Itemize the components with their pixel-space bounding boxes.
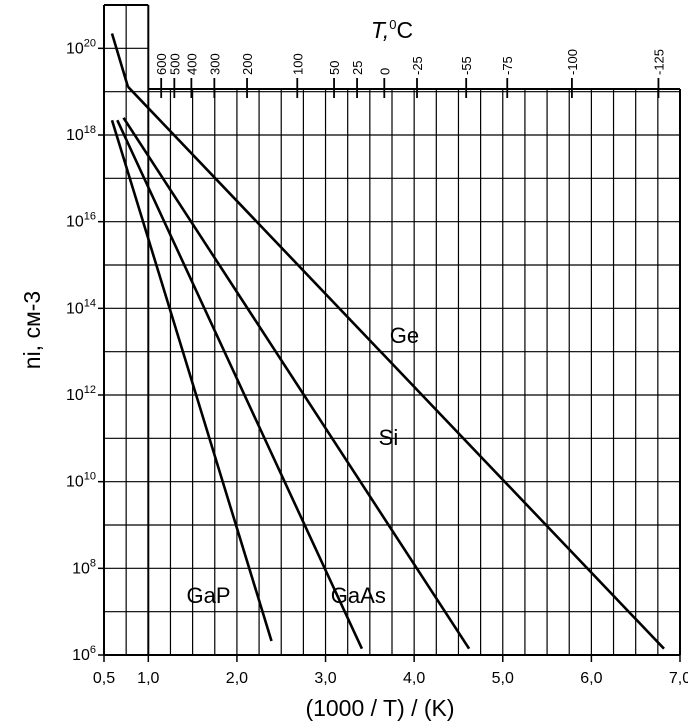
y-tick-label: 1010 [66,471,96,491]
x-tick-label: 7,0 [669,670,688,687]
annotation-ge: Ge [390,323,419,348]
top-axis-title: T,0C [371,17,413,43]
top-axis-tick-label: -55 [459,56,474,75]
series-line-gaas [116,119,364,650]
x-tick-label: 4,0 [403,670,425,687]
top-axis-tick-label: 50 [327,61,342,75]
y-tick-label: 1012 [66,384,96,404]
y-axis-ticks: 106 108 1010 1012 1014 1016 1018 1020 [66,37,104,664]
x-tick-label: 6,0 [580,670,602,687]
y-tick-label: 1016 [66,211,96,231]
top-axis-tick-label: 600 [154,53,169,75]
annotation-gap: GaP [187,583,231,608]
series-lines [110,33,665,650]
y-tick-label: 1018 [66,124,96,144]
series-line-gap [110,119,273,642]
y-tick-label: 1014 [66,297,96,317]
series-annotations: Ge Si GaAs GaP [187,323,420,608]
annotation-gaas: GaAs [331,583,386,608]
top-axis-tick-label: -125 [651,49,666,75]
x-tick-label: 1,0 [137,670,159,687]
top-axis-tick-label: 400 [184,53,199,75]
series-line-si [122,117,471,650]
x-tick-label: 5,0 [492,670,514,687]
y-tick-label: 1020 [66,37,96,57]
top-axis-tick-label: 500 [167,53,182,75]
x-axis-title: (1000 / T) / (K) [305,695,454,721]
x-tick-label: 3,0 [314,670,336,687]
top-axis-tick-label: -100 [565,49,580,75]
x-tick-label: 2,0 [226,670,248,687]
series-line-ge [126,85,665,650]
top-axis-tick-label: 0 [377,68,392,75]
top-axis-tick-label: -75 [500,56,515,75]
top-axis-tick-label: 200 [240,53,255,75]
top-axis-tick-label: -25 [410,56,425,75]
top-axis-tick-label: 100 [290,53,305,75]
series-line-ge-high-temp [110,33,130,88]
plot-frame [103,4,681,656]
grid [104,5,680,655]
annotation-si: Si [379,425,399,450]
x-tick-label: 0,5 [93,670,115,687]
top-axis-tick-label: 25 [350,61,365,75]
y-tick-label: 108 [72,557,96,577]
top-axis-tick-label: 300 [207,53,222,75]
y-tick-label: 106 [72,644,96,664]
y-axis-title: ni, см-3 [19,291,45,369]
x-axis-ticks: 0,5 1,0 2,0 3,0 4,0 5,0 6,0 7,0 [93,655,688,687]
